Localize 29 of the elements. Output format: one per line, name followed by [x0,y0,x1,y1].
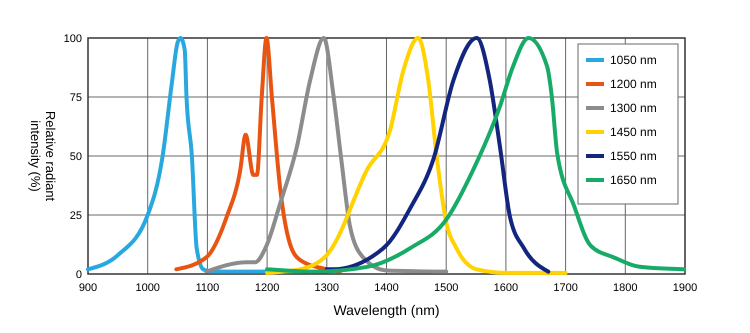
x-tick-label: 1800 [613,282,638,294]
line-series [204,36,448,274]
x-tick-label: 1200 [254,282,280,294]
y-tick-label: 100 [64,33,82,45]
legend-label: 1050 nm [610,53,657,67]
line-series [324,36,550,274]
y-tick-label: 0 [76,269,82,281]
x-axis-title: Wavelength (nm) [333,302,440,318]
legend-label: 1550 nm [610,149,657,163]
y-axis-title: Relative radiant intensity (%) [28,110,58,202]
x-tick-label: 1500 [434,282,458,294]
x-tick-label: 1300 [314,282,340,294]
legend-label: 1650 nm [610,173,657,187]
legend-label: 1200 nm [610,77,657,91]
x-tick-label: 900 [78,282,98,294]
y-tick-label: 50 [70,151,82,163]
y-tick-label: 25 [70,210,82,222]
line-series [265,36,686,274]
x-tick-label: 1700 [553,282,578,294]
x-tick-label: 1000 [135,282,160,294]
x-tick-label: 1400 [374,282,399,294]
legend-label: 1300 nm [610,101,657,115]
line-series [265,36,568,275]
x-tick-label: 1100 [196,282,220,294]
x-tick-label: 1900 [672,282,698,294]
line-series [174,36,342,274]
y-tick-label: 75 [70,92,82,104]
legend-label: 1450 nm [610,125,657,139]
x-tick-label: 1600 [494,282,518,294]
